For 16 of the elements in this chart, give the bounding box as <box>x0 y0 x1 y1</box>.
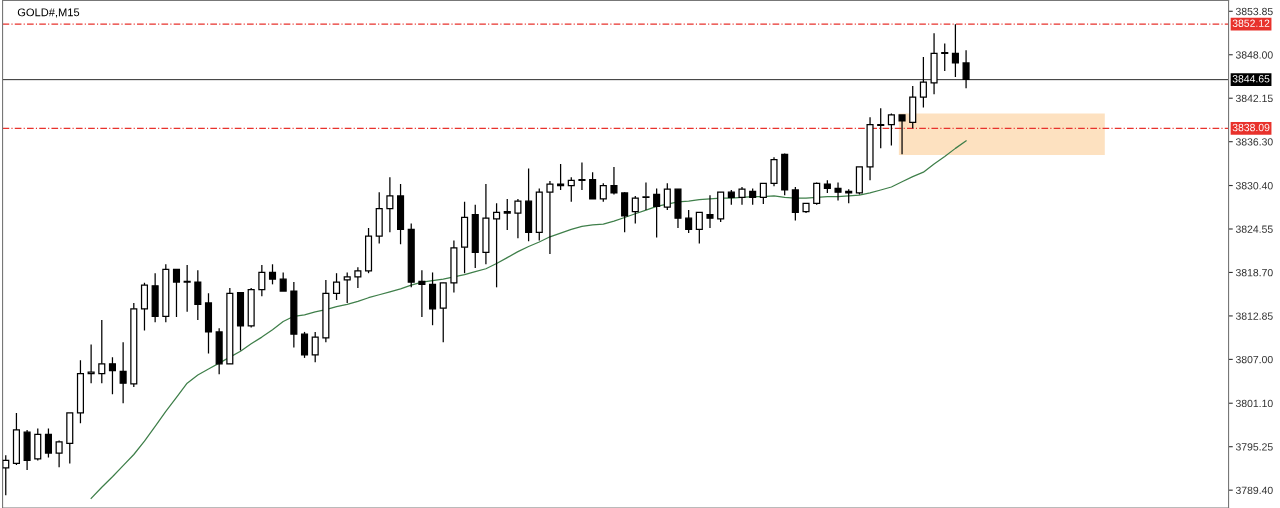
y-tick-label: 3842.15 <box>1235 94 1273 103</box>
y-tick-label: 3812.85 <box>1235 312 1273 320</box>
y-tick-label: 3824.55 <box>1235 225 1273 233</box>
ref-line-label: 3852.12 <box>1232 19 1270 27</box>
y-tick-label: 3853.85 <box>1235 7 1273 16</box>
y-tick-label: 3836.30 <box>1235 138 1273 146</box>
y-tick-label: 3807.00 <box>1235 355 1273 364</box>
ref-line-label: 3838.09 <box>1232 123 1270 132</box>
y-tick-label: 3818.70 <box>1235 268 1273 277</box>
y-tick-label: 3789.40 <box>1235 486 1273 495</box>
y-tick-label: 3795.25 <box>1235 443 1273 451</box>
text: GOLD#,M15 <box>17 8 80 18</box>
y-tick-label: 3848.00 <box>1235 51 1273 59</box>
ref-line-label: 3844.65 <box>1232 75 1270 83</box>
y-tick-label: 3801.10 <box>1235 399 1273 408</box>
y-tick-label: 3830.40 <box>1235 182 1273 190</box>
